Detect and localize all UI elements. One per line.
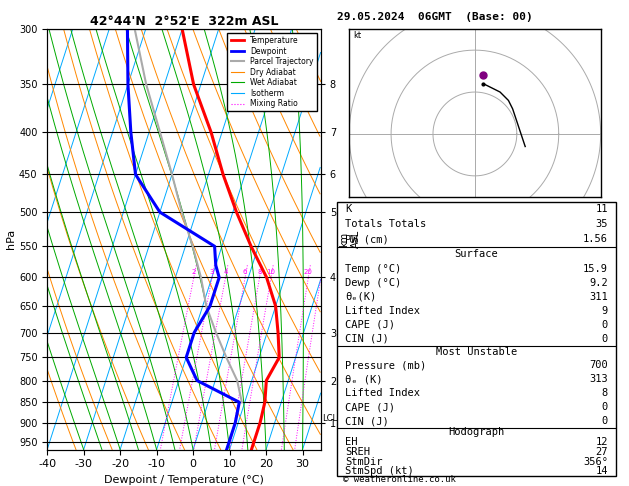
Text: CAPE (J): CAPE (J)	[345, 402, 395, 412]
Text: 12: 12	[596, 437, 608, 447]
Text: Most Unstable: Most Unstable	[436, 347, 517, 357]
Text: LCL: LCL	[323, 414, 338, 423]
Text: 27: 27	[596, 447, 608, 457]
Text: 11: 11	[596, 204, 608, 214]
Text: 8: 8	[257, 269, 262, 276]
Text: 10: 10	[267, 269, 276, 276]
Text: Lifted Index: Lifted Index	[345, 388, 420, 398]
Y-axis label: km
ASL: km ASL	[339, 230, 360, 248]
Text: 0: 0	[602, 320, 608, 330]
Text: 6: 6	[243, 269, 247, 276]
Text: 2: 2	[192, 269, 196, 276]
Text: 29.05.2024  06GMT  (Base: 00): 29.05.2024 06GMT (Base: 00)	[337, 12, 532, 22]
Text: StmSpd (kt): StmSpd (kt)	[345, 467, 414, 476]
Text: CIN (J): CIN (J)	[345, 416, 389, 426]
Text: CAPE (J): CAPE (J)	[345, 320, 395, 330]
Legend: Temperature, Dewpoint, Parcel Trajectory, Dry Adiabat, Wet Adiabat, Isotherm, Mi: Temperature, Dewpoint, Parcel Trajectory…	[228, 33, 317, 111]
Text: 9.2: 9.2	[589, 278, 608, 288]
Text: K: K	[345, 204, 351, 214]
Text: 35: 35	[596, 219, 608, 229]
Text: 311: 311	[589, 292, 608, 302]
Title: 42°44'N  2°52'E  322m ASL: 42°44'N 2°52'E 322m ASL	[90, 15, 278, 28]
Text: Totals Totals: Totals Totals	[345, 219, 426, 229]
Text: SREH: SREH	[345, 447, 370, 457]
Text: Hodograph: Hodograph	[448, 427, 504, 436]
Text: EH: EH	[345, 437, 357, 447]
Text: CIN (J): CIN (J)	[345, 334, 389, 344]
Text: 3: 3	[210, 269, 214, 276]
Text: Dewp (°C): Dewp (°C)	[345, 278, 401, 288]
Text: Pressure (mb): Pressure (mb)	[345, 360, 426, 370]
Text: 1.56: 1.56	[583, 234, 608, 244]
Text: 0: 0	[602, 416, 608, 426]
Text: 700: 700	[589, 360, 608, 370]
Text: 9: 9	[602, 306, 608, 316]
Text: 0: 0	[602, 402, 608, 412]
Text: 0: 0	[602, 334, 608, 344]
Text: 20: 20	[304, 269, 313, 276]
Text: 15.9: 15.9	[583, 264, 608, 274]
Text: StmDir: StmDir	[345, 456, 382, 467]
Text: Lifted Index: Lifted Index	[345, 306, 420, 316]
Text: 4: 4	[223, 269, 228, 276]
Text: © weatheronline.co.uk: © weatheronline.co.uk	[343, 474, 455, 484]
Text: 14: 14	[596, 467, 608, 476]
Text: θₑ(K): θₑ(K)	[345, 292, 376, 302]
Text: 356°: 356°	[583, 456, 608, 467]
Text: PW (cm): PW (cm)	[345, 234, 389, 244]
Text: θₑ (K): θₑ (K)	[345, 374, 382, 384]
Text: kt: kt	[353, 31, 362, 39]
Text: Temp (°C): Temp (°C)	[345, 264, 401, 274]
Text: Surface: Surface	[455, 249, 498, 259]
X-axis label: Dewpoint / Temperature (°C): Dewpoint / Temperature (°C)	[104, 475, 264, 485]
Text: 313: 313	[589, 374, 608, 384]
Text: 8: 8	[602, 388, 608, 398]
Y-axis label: hPa: hPa	[6, 229, 16, 249]
